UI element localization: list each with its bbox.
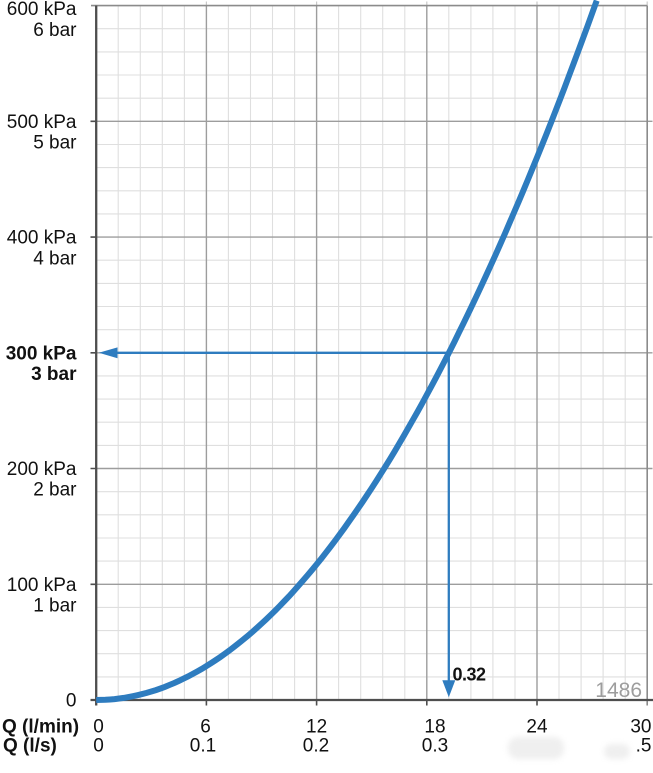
svg-text:400 kPa: 400 kPa [7,228,77,249]
svg-text:24: 24 [526,717,548,738]
svg-text:0.32: 0.32 [453,665,487,685]
svg-text:6 bar: 6 bar [33,20,77,41]
svg-text:0: 0 [66,691,77,712]
svg-text:18: 18 [424,717,445,738]
svg-text:500 kPa: 500 kPa [7,112,77,133]
svg-text:600 kPa: 600 kPa [7,0,77,20]
svg-text:.5: .5 [636,736,652,757]
svg-text:30: 30 [630,717,651,738]
svg-text:100 kPa: 100 kPa [7,575,77,596]
svg-text:0.3: 0.3 [422,736,448,757]
svg-text:0: 0 [93,717,104,738]
svg-text:1 bar: 1 bar [33,596,77,617]
svg-text:200 kPa: 200 kPa [7,459,77,480]
svg-text:12: 12 [306,717,327,738]
svg-text:3 bar: 3 bar [31,364,77,385]
svg-text:2 bar: 2 bar [33,480,77,501]
svg-text:1486: 1486 [595,679,642,702]
svg-text:300 kPa: 300 kPa [6,343,77,364]
svg-text:0.1: 0.1 [190,736,216,757]
svg-text:0: 0 [93,736,104,757]
svg-text:4 bar: 4 bar [33,248,77,269]
svg-text:Q (l/min): Q (l/min) [2,717,79,738]
svg-text:Q (l/s): Q (l/s) [3,736,57,757]
svg-text:5 bar: 5 bar [33,133,77,154]
svg-text:0.2: 0.2 [303,736,329,757]
svg-text:6: 6 [200,717,211,738]
